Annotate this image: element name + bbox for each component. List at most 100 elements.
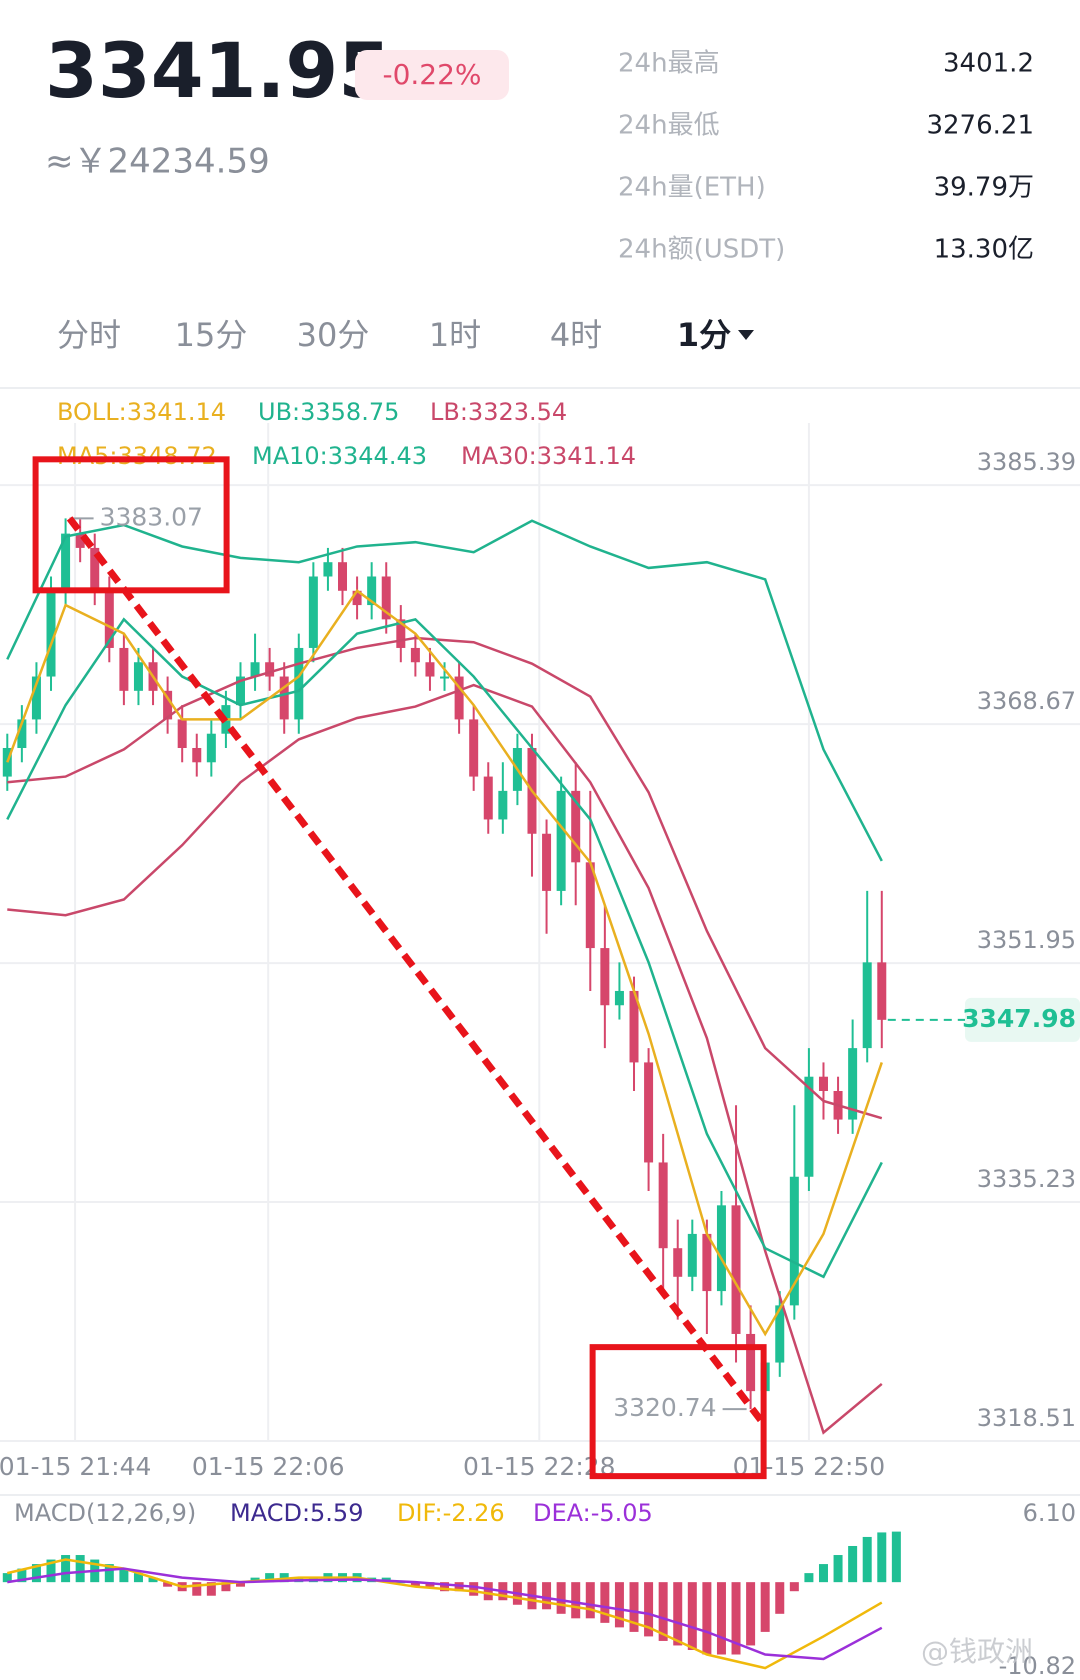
candle-body [454,676,464,720]
annotation-box [589,1344,767,1480]
y-tick-label: 3335.23 [977,1165,1076,1193]
current-price: 3347.98 [962,1004,1076,1033]
annotation-box [32,456,230,594]
indicator-legend: MA10:3344.43 [252,442,427,470]
macd-bar [31,1564,41,1583]
stat-label: 24h额(USDT) [618,235,785,265]
candle-body [818,1076,828,1091]
interval-tab[interactable]: 4时 [550,316,602,354]
candle-body [702,1233,712,1292]
candle-body [804,1076,814,1177]
candle-body [644,1062,654,1163]
interval-tab[interactable]: 15分 [175,316,248,354]
change: -0.22% [382,58,481,91]
candle-body [629,990,639,1063]
indicator-line [6,589,883,1337]
change-pill [355,50,509,100]
candle-body [206,733,216,763]
macd-bar [265,1573,275,1583]
candle-body [585,862,595,949]
candle-body [352,590,362,606]
candle-body [877,962,887,1020]
stat-value: 3401.2 [943,49,1034,79]
macd-bar [600,1582,610,1623]
candle-body [104,590,114,648]
candle-body [90,547,100,591]
macd-bar [46,1559,56,1583]
macd-bar [469,1582,479,1596]
indicator-line [7,1558,883,1670]
macd-bar [746,1582,756,1646]
indicator-legend: LB:3323.54 [430,398,567,426]
macd-bar [789,1582,799,1592]
candle-body [31,676,41,720]
high-label: 3383.07 [100,502,203,531]
candle-body [469,719,479,777]
macd-bar [483,1582,493,1601]
macd-bar [848,1545,858,1583]
candle-body [687,1233,697,1277]
candle-body [250,662,260,677]
candle-body [410,647,420,663]
macd-bar [163,1582,173,1587]
candle-body [746,1333,756,1392]
macd-bar [206,1582,216,1596]
candle-body [658,1162,668,1249]
macd-bar [702,1582,712,1655]
stat-label: 24h最高 [618,49,720,79]
macd-bar [877,1532,887,1583]
trend-line [66,516,768,1428]
dropdown-arrow[interactable] [738,330,754,340]
macd-legend: DEA:-5.05 [533,1499,653,1527]
candle-body [17,719,27,748]
indicator-legend: BOLL:3341.14 [57,398,226,426]
interval-tab[interactable]: 1分 [677,316,731,354]
macd-legend: MACD(12,26,9) [14,1499,196,1527]
macd-legend: DIF:-2.26 [397,1499,505,1527]
macd-bar [775,1582,785,1614]
indicator-line [7,636,883,1120]
candle-body [716,1205,726,1292]
candle-body [75,533,85,548]
x-tick-label: 01-15 22:06 [192,1452,345,1481]
stat-value: 3276.21 [926,111,1034,141]
candle-body [46,590,56,677]
indicator-line [6,519,883,862]
y-tick-label: 3318.51 [977,1404,1076,1432]
candle-body [731,1205,741,1334]
y-tick-label: 3351.95 [977,926,1076,954]
macd-bar [410,1582,420,1587]
macd-bar [104,1564,114,1583]
indicator-legend: UB:3358.75 [258,398,399,426]
interval-tab[interactable]: 1时 [429,316,481,354]
macd-legend: MACD:5.59 [230,1499,363,1527]
macd-bar [687,1582,697,1650]
macd-bar [833,1555,843,1583]
macd-bar [585,1582,595,1619]
candle-body [294,647,304,720]
stat-label: 24h最低 [618,111,720,141]
macd-bar [891,1531,901,1583]
macd-bar [17,1568,27,1583]
watermark: @钱政洲 [921,1635,1033,1668]
candle-body [61,533,71,591]
candle-body [119,647,129,691]
indicator-line [7,683,883,1435]
candle-body [308,576,318,648]
candle-body [396,619,406,648]
candle-body [498,790,508,820]
macd-bar [235,1582,245,1587]
interval-tab[interactable]: 30分 [297,316,370,354]
macd-bar [2,1573,12,1583]
indicator-legend: MA5:3348.72 [57,442,217,470]
y-tick-label: 3368.67 [977,687,1076,715]
stat-value: 13.30亿 [934,235,1034,265]
indicator-line [6,617,883,1279]
interval-tab[interactable]: 分时 [57,316,121,354]
macd-bar [760,1582,770,1632]
macd-bar [629,1582,639,1632]
macd-bar [614,1582,624,1628]
stat-value: 39.79万 [934,173,1034,203]
candle-body [133,662,143,691]
